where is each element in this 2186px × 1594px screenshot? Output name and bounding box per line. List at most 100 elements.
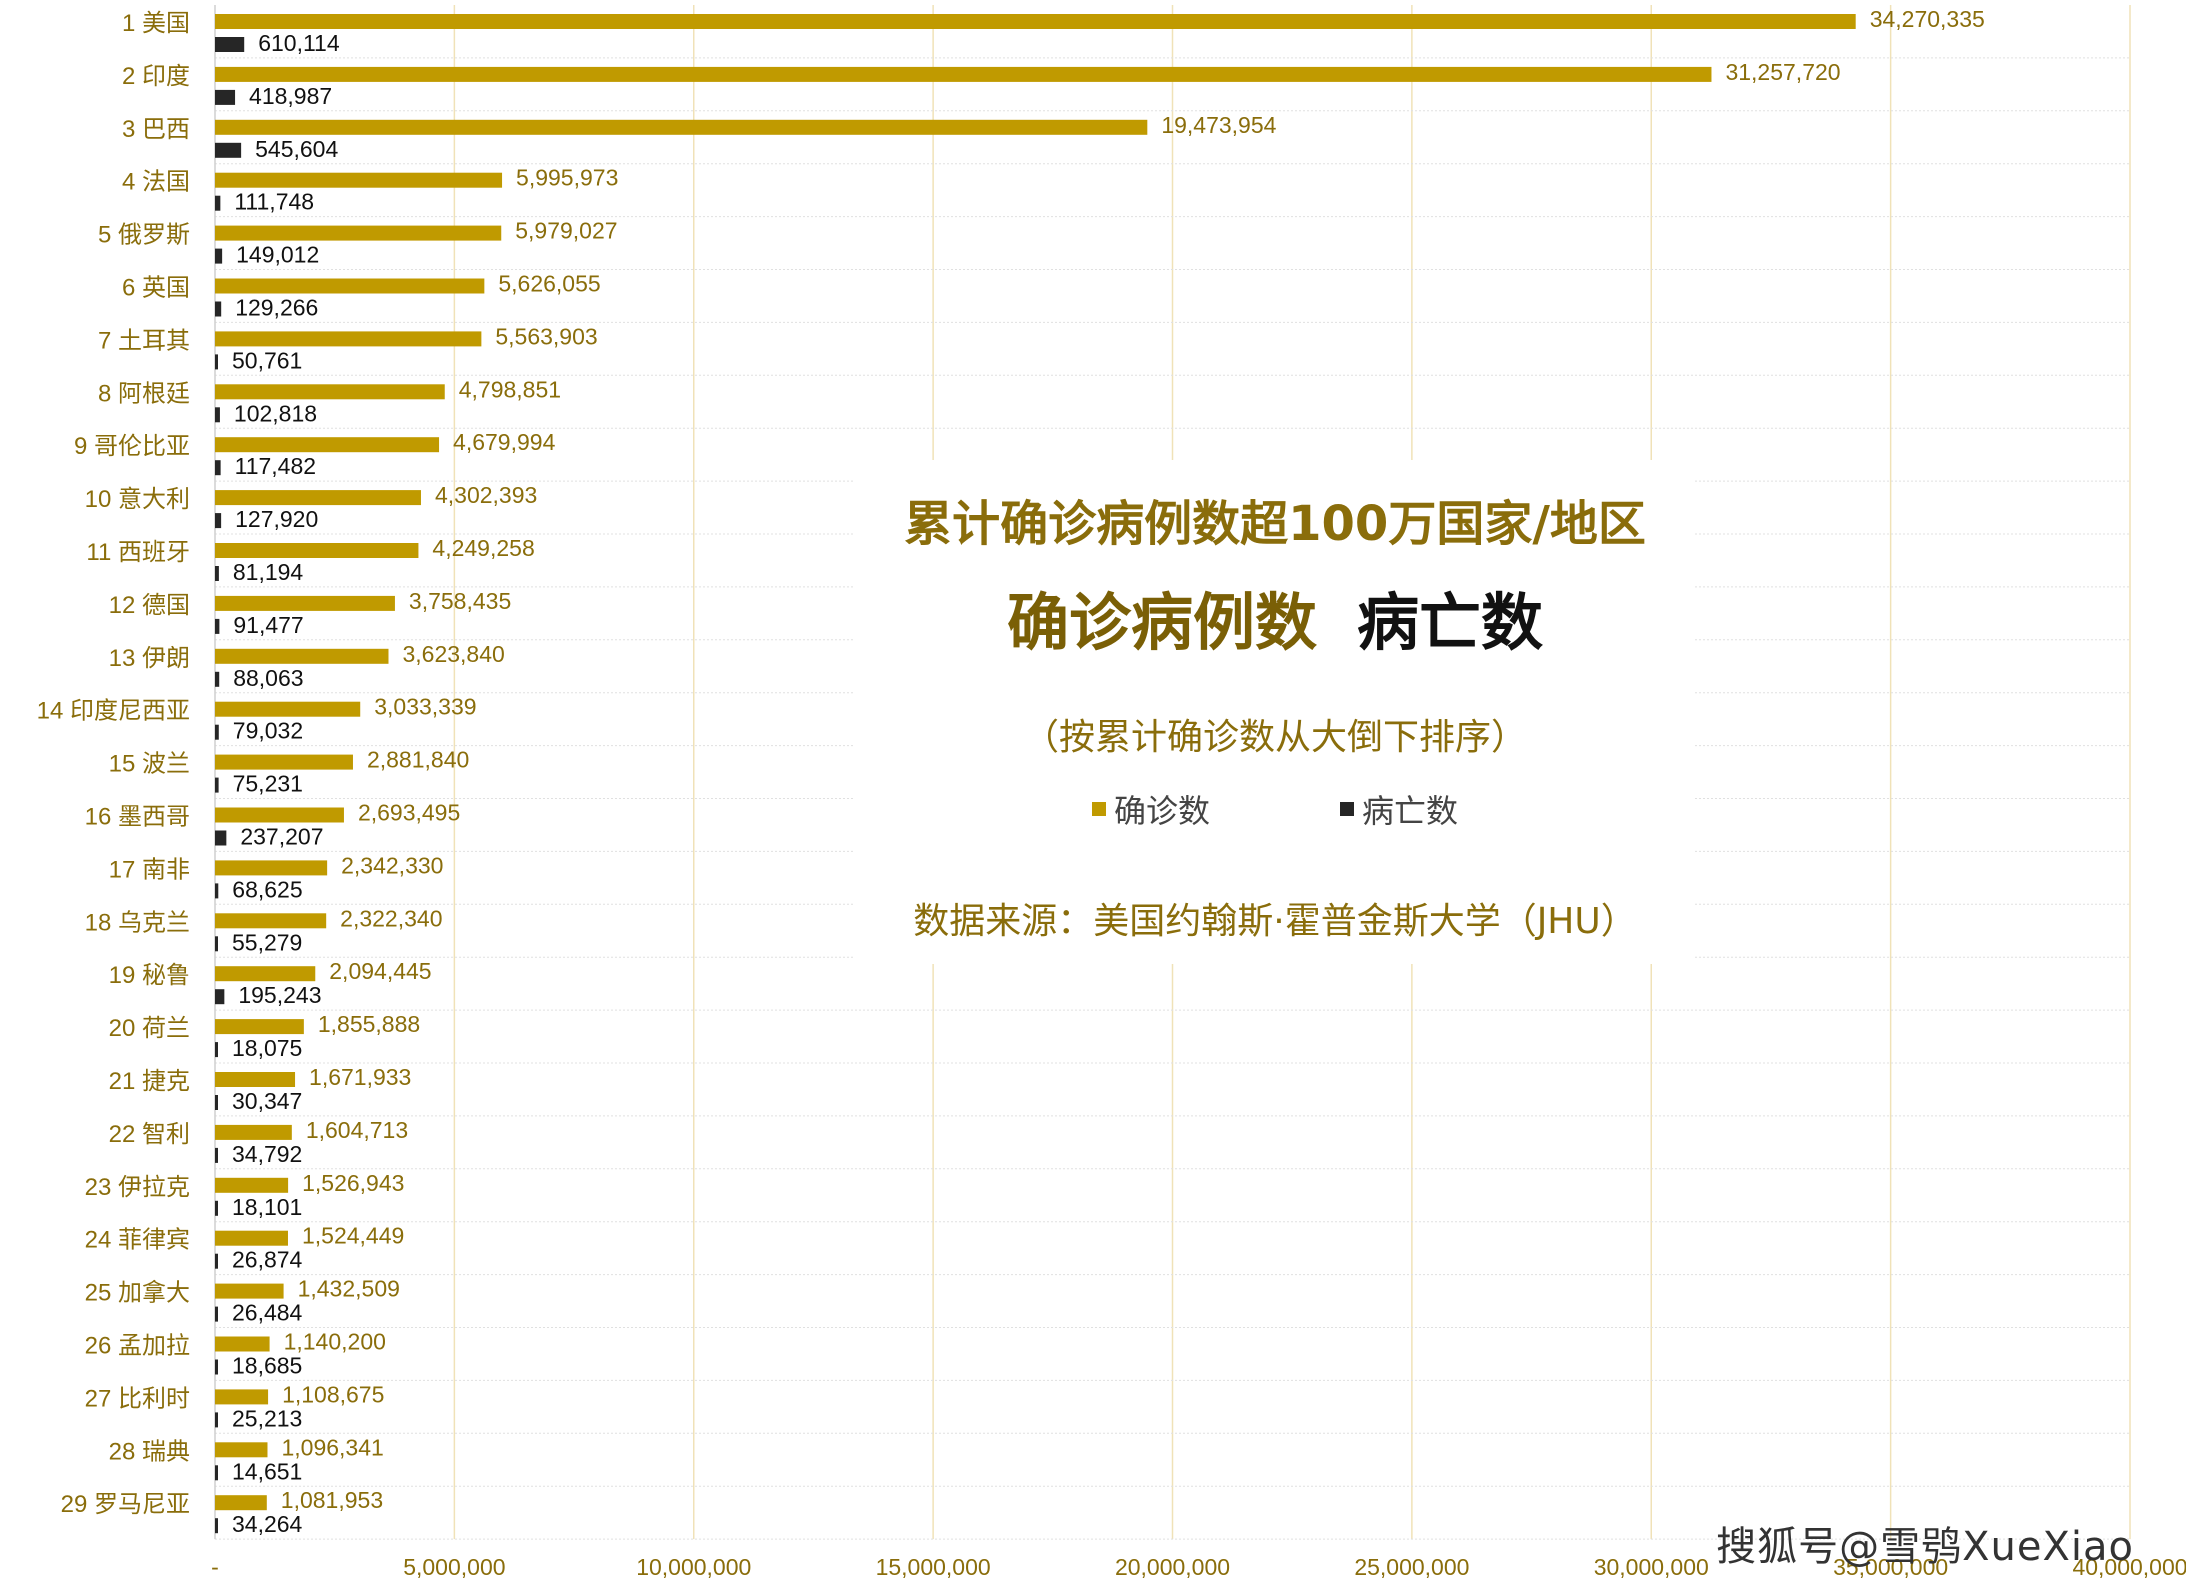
- data-label-confirmed: 2,693,495: [358, 800, 460, 826]
- bar-confirmed: [215, 225, 502, 241]
- data-label-deaths: 610,114: [258, 30, 340, 56]
- category-label: 10 意大利: [85, 486, 190, 513]
- data-label-deaths: 545,604: [255, 136, 338, 162]
- legend-swatch-deaths: [1340, 802, 1354, 816]
- data-label-deaths: 418,987: [249, 83, 332, 109]
- data-label-deaths: 79,032: [233, 718, 303, 744]
- bar-confirmed: [215, 1336, 270, 1352]
- data-label-deaths: 75,231: [233, 771, 303, 797]
- bar-deaths: [215, 618, 220, 634]
- category-label: 15 波兰: [109, 751, 190, 778]
- data-label-confirmed: 4,798,851: [459, 376, 561, 402]
- bar-confirmed: [215, 966, 316, 982]
- data-label-confirmed: 1,524,449: [302, 1223, 404, 1249]
- data-label-confirmed: 5,563,903: [495, 323, 597, 349]
- subtitle-confirmed: 确诊病例数: [1006, 586, 1317, 659]
- bar-deaths: [215, 1147, 218, 1163]
- data-label-deaths: 88,063: [233, 665, 303, 691]
- bar-confirmed: [215, 490, 421, 506]
- bar-confirmed: [215, 66, 1712, 82]
- legend: 确诊数 病亡数: [855, 786, 1695, 832]
- bar-deaths: [215, 936, 218, 952]
- data-label-confirmed: 19,473,954: [1161, 112, 1276, 138]
- data-label-confirmed: 5,979,027: [515, 218, 617, 244]
- bar-deaths: [215, 830, 227, 846]
- legend-item-confirmed: 确诊数: [1091, 786, 1210, 832]
- bar-deaths: [215, 407, 220, 423]
- subtitle-deaths: 病亡数: [1357, 586, 1544, 659]
- data-label-confirmed: 1,432,509: [298, 1276, 400, 1302]
- bar-deaths: [215, 354, 218, 370]
- data-label-deaths: 18,101: [232, 1194, 302, 1220]
- bar-confirmed: [215, 1442, 268, 1458]
- data-label-confirmed: 1,081,953: [281, 1487, 383, 1513]
- bar-deaths: [215, 1306, 218, 1322]
- x-tick-label: 10,000,000: [636, 1554, 751, 1580]
- data-label-confirmed: 1,671,933: [309, 1064, 411, 1090]
- data-label-deaths: 68,625: [232, 876, 302, 902]
- data-label-confirmed: 34,270,335: [1870, 6, 1985, 32]
- data-label-deaths: 102,818: [234, 400, 317, 426]
- bar-deaths: [215, 1518, 218, 1534]
- data-label-deaths: 18,075: [232, 1035, 302, 1061]
- data-source: 数据来源：美国约翰斯·霍普金斯大学（JHU）: [913, 901, 1637, 942]
- bar-deaths: [215, 1412, 218, 1428]
- bar-confirmed: [215, 1124, 292, 1140]
- chart-title-block: 累计确诊病例数超100万国家/地区 确诊病例数 病亡数 （按累计确诊数从大倒下排序…: [855, 460, 1695, 964]
- bar-deaths: [215, 513, 222, 529]
- bar-confirmed: [215, 595, 395, 611]
- x-tick-label: 5,000,000: [403, 1554, 505, 1580]
- bar-confirmed: [215, 278, 485, 294]
- bar-deaths: [215, 1359, 218, 1375]
- x-tick-label: 20,000,000: [1115, 1554, 1230, 1580]
- data-label-deaths: 149,012: [236, 242, 319, 268]
- x-tick-label: 35,000,000: [1833, 1554, 1948, 1580]
- data-label-confirmed: 1,526,943: [302, 1170, 404, 1196]
- legend-swatch-confirmed: [1091, 802, 1106, 816]
- data-label-confirmed: 2,342,330: [341, 852, 443, 878]
- data-label-confirmed: 4,249,258: [432, 535, 534, 561]
- category-label: 20 荷兰: [109, 1015, 190, 1042]
- bar-deaths: [215, 724, 219, 740]
- category-label: 24 菲律宾: [85, 1227, 190, 1254]
- category-label: 26 孟加拉: [85, 1333, 190, 1360]
- category-label: 12 德国: [109, 592, 190, 619]
- data-label-deaths: 34,792: [232, 1141, 302, 1167]
- category-label: 27 比利时: [85, 1385, 190, 1412]
- data-label-confirmed: 31,257,720: [1725, 59, 1840, 85]
- data-label-deaths: 129,266: [235, 295, 318, 321]
- bar-deaths: [215, 301, 222, 317]
- bar-confirmed: [215, 913, 327, 929]
- category-label: 25 加拿大: [85, 1280, 190, 1307]
- bar-deaths: [215, 248, 223, 264]
- legend-label-deaths: 病亡数: [1362, 792, 1459, 830]
- category-label: 29 罗马尼亚: [61, 1491, 190, 1518]
- category-label: 17 南非: [109, 856, 190, 883]
- bar-confirmed: [215, 119, 1148, 135]
- legend-item-deaths: 病亡数: [1340, 786, 1458, 832]
- data-label-deaths: 26,484: [232, 1300, 303, 1326]
- data-label-confirmed: 1,108,675: [282, 1381, 384, 1407]
- category-label: 23 伊拉克: [85, 1174, 190, 1201]
- category-label: 19 秘鲁: [109, 962, 190, 989]
- data-label-confirmed: 1,855,888: [318, 1011, 420, 1037]
- bar-deaths: [215, 989, 225, 1005]
- data-label-confirmed: 2,094,445: [329, 958, 431, 984]
- watermark: 搜狐号@雪鸮XueXiao: [1716, 1524, 2134, 1570]
- data-label-deaths: 117,482: [235, 453, 316, 479]
- bar-confirmed: [215, 860, 328, 876]
- bar-confirmed: [215, 701, 361, 717]
- data-label-deaths: 91,477: [233, 612, 303, 638]
- bar-deaths: [215, 1095, 218, 1110]
- category-label: 18 乌克兰: [85, 909, 190, 936]
- data-label-confirmed: 5,626,055: [498, 271, 600, 297]
- bar-confirmed: [215, 384, 445, 400]
- bar-deaths: [215, 195, 221, 211]
- category-label: 2 印度: [122, 63, 190, 90]
- bar-confirmed: [215, 1019, 304, 1035]
- bar-deaths: [215, 883, 219, 899]
- data-label-deaths: 34,264: [232, 1511, 303, 1537]
- data-label-confirmed: 1,140,200: [284, 1329, 386, 1355]
- category-label: 5 俄罗斯: [98, 222, 190, 249]
- data-label-deaths: 127,920: [235, 506, 318, 532]
